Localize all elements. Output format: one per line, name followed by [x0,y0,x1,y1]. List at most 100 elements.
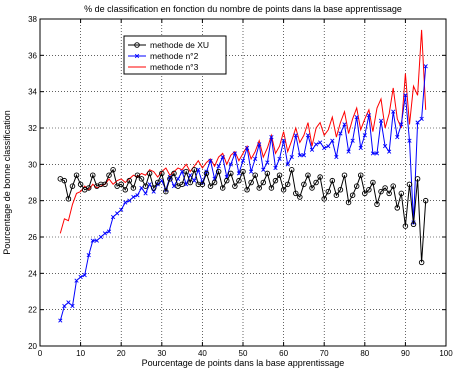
data-point [382,185,388,191]
data-point [110,167,116,173]
data-point [240,168,246,175]
data-point [297,194,303,200]
y-tick-label: 24 [28,269,37,278]
data-point [130,185,137,191]
data-point [203,170,210,177]
data-point [398,190,405,197]
data-point [297,153,302,158]
data-point [215,168,222,175]
legend-marker [134,42,140,48]
data-point [143,191,148,196]
data-point [228,162,233,167]
x-tick-label: 100 [439,349,453,358]
data-point [301,181,307,188]
data-point [86,253,91,258]
data-point [402,223,409,229]
data-point [98,181,104,188]
data-point [309,147,315,152]
data-point [326,144,331,149]
data-point [110,214,116,220]
data-point [354,114,359,120]
y-tick-label: 36 [28,51,37,60]
data-point [317,174,323,180]
data-point [399,122,404,127]
data-point [370,179,376,186]
data-point [415,120,420,125]
data-point [252,172,258,178]
data-point [196,167,201,172]
data-point [305,133,311,138]
data-point [394,205,401,211]
data-point [281,138,286,143]
data-point [191,167,198,173]
data-point [184,182,189,187]
data-point [115,211,120,216]
data-point [407,138,412,143]
data-point [204,169,209,174]
data-point [220,154,225,160]
data-point [293,133,298,138]
data-point [187,179,193,186]
data-point [277,156,282,162]
legend-marker [134,53,140,59]
data-point [273,165,278,171]
data-point [374,151,380,156]
y-axis-label: Pourcentage de bonne classification [2,110,12,255]
series-line [60,168,427,263]
data-point [370,151,376,156]
y-tick-label: 32 [28,124,37,133]
data-point [98,234,104,240]
data-point [414,176,421,182]
data-point [358,145,363,151]
data-point [325,188,332,195]
data-point [390,183,396,189]
data-point [74,278,79,283]
data-point [119,207,124,212]
data-point [179,181,185,188]
data-point [403,93,408,98]
x-tick-label: 80 [360,349,369,358]
data-point [386,190,392,197]
data-point [353,183,360,189]
series-2 [59,29,427,234]
data-point [330,138,335,143]
data-point [131,194,136,200]
data-point [150,185,157,191]
data-point [127,198,132,203]
data-point [82,273,87,278]
data-point [236,177,242,184]
data-point [244,187,250,193]
data-point [94,238,99,243]
x-tick-label: 10 [76,349,85,358]
y-tick-label: 20 [28,342,37,351]
data-point [122,187,129,193]
data-point [366,113,371,118]
data-point [171,184,177,189]
data-point [289,154,294,160]
data-point [126,177,133,184]
series-1 [58,64,428,323]
data-point [118,181,124,188]
data-point [261,167,266,172]
data-point [146,170,153,177]
data-point [418,259,425,266]
data-point [406,181,413,188]
data-point [341,172,348,178]
data-point [313,179,319,186]
data-point [256,185,262,191]
data-point [155,182,160,187]
data-point [139,185,144,191]
data-point [423,64,428,69]
data-point [362,133,367,138]
data-point [338,131,343,136]
data-point [123,200,128,205]
y-tick-label: 26 [28,233,37,242]
data-point [268,185,275,191]
data-point [163,188,169,195]
data-point [362,190,368,197]
data-point [378,118,384,123]
data-point [321,196,327,202]
data-point [391,109,396,114]
data-point [167,174,173,180]
